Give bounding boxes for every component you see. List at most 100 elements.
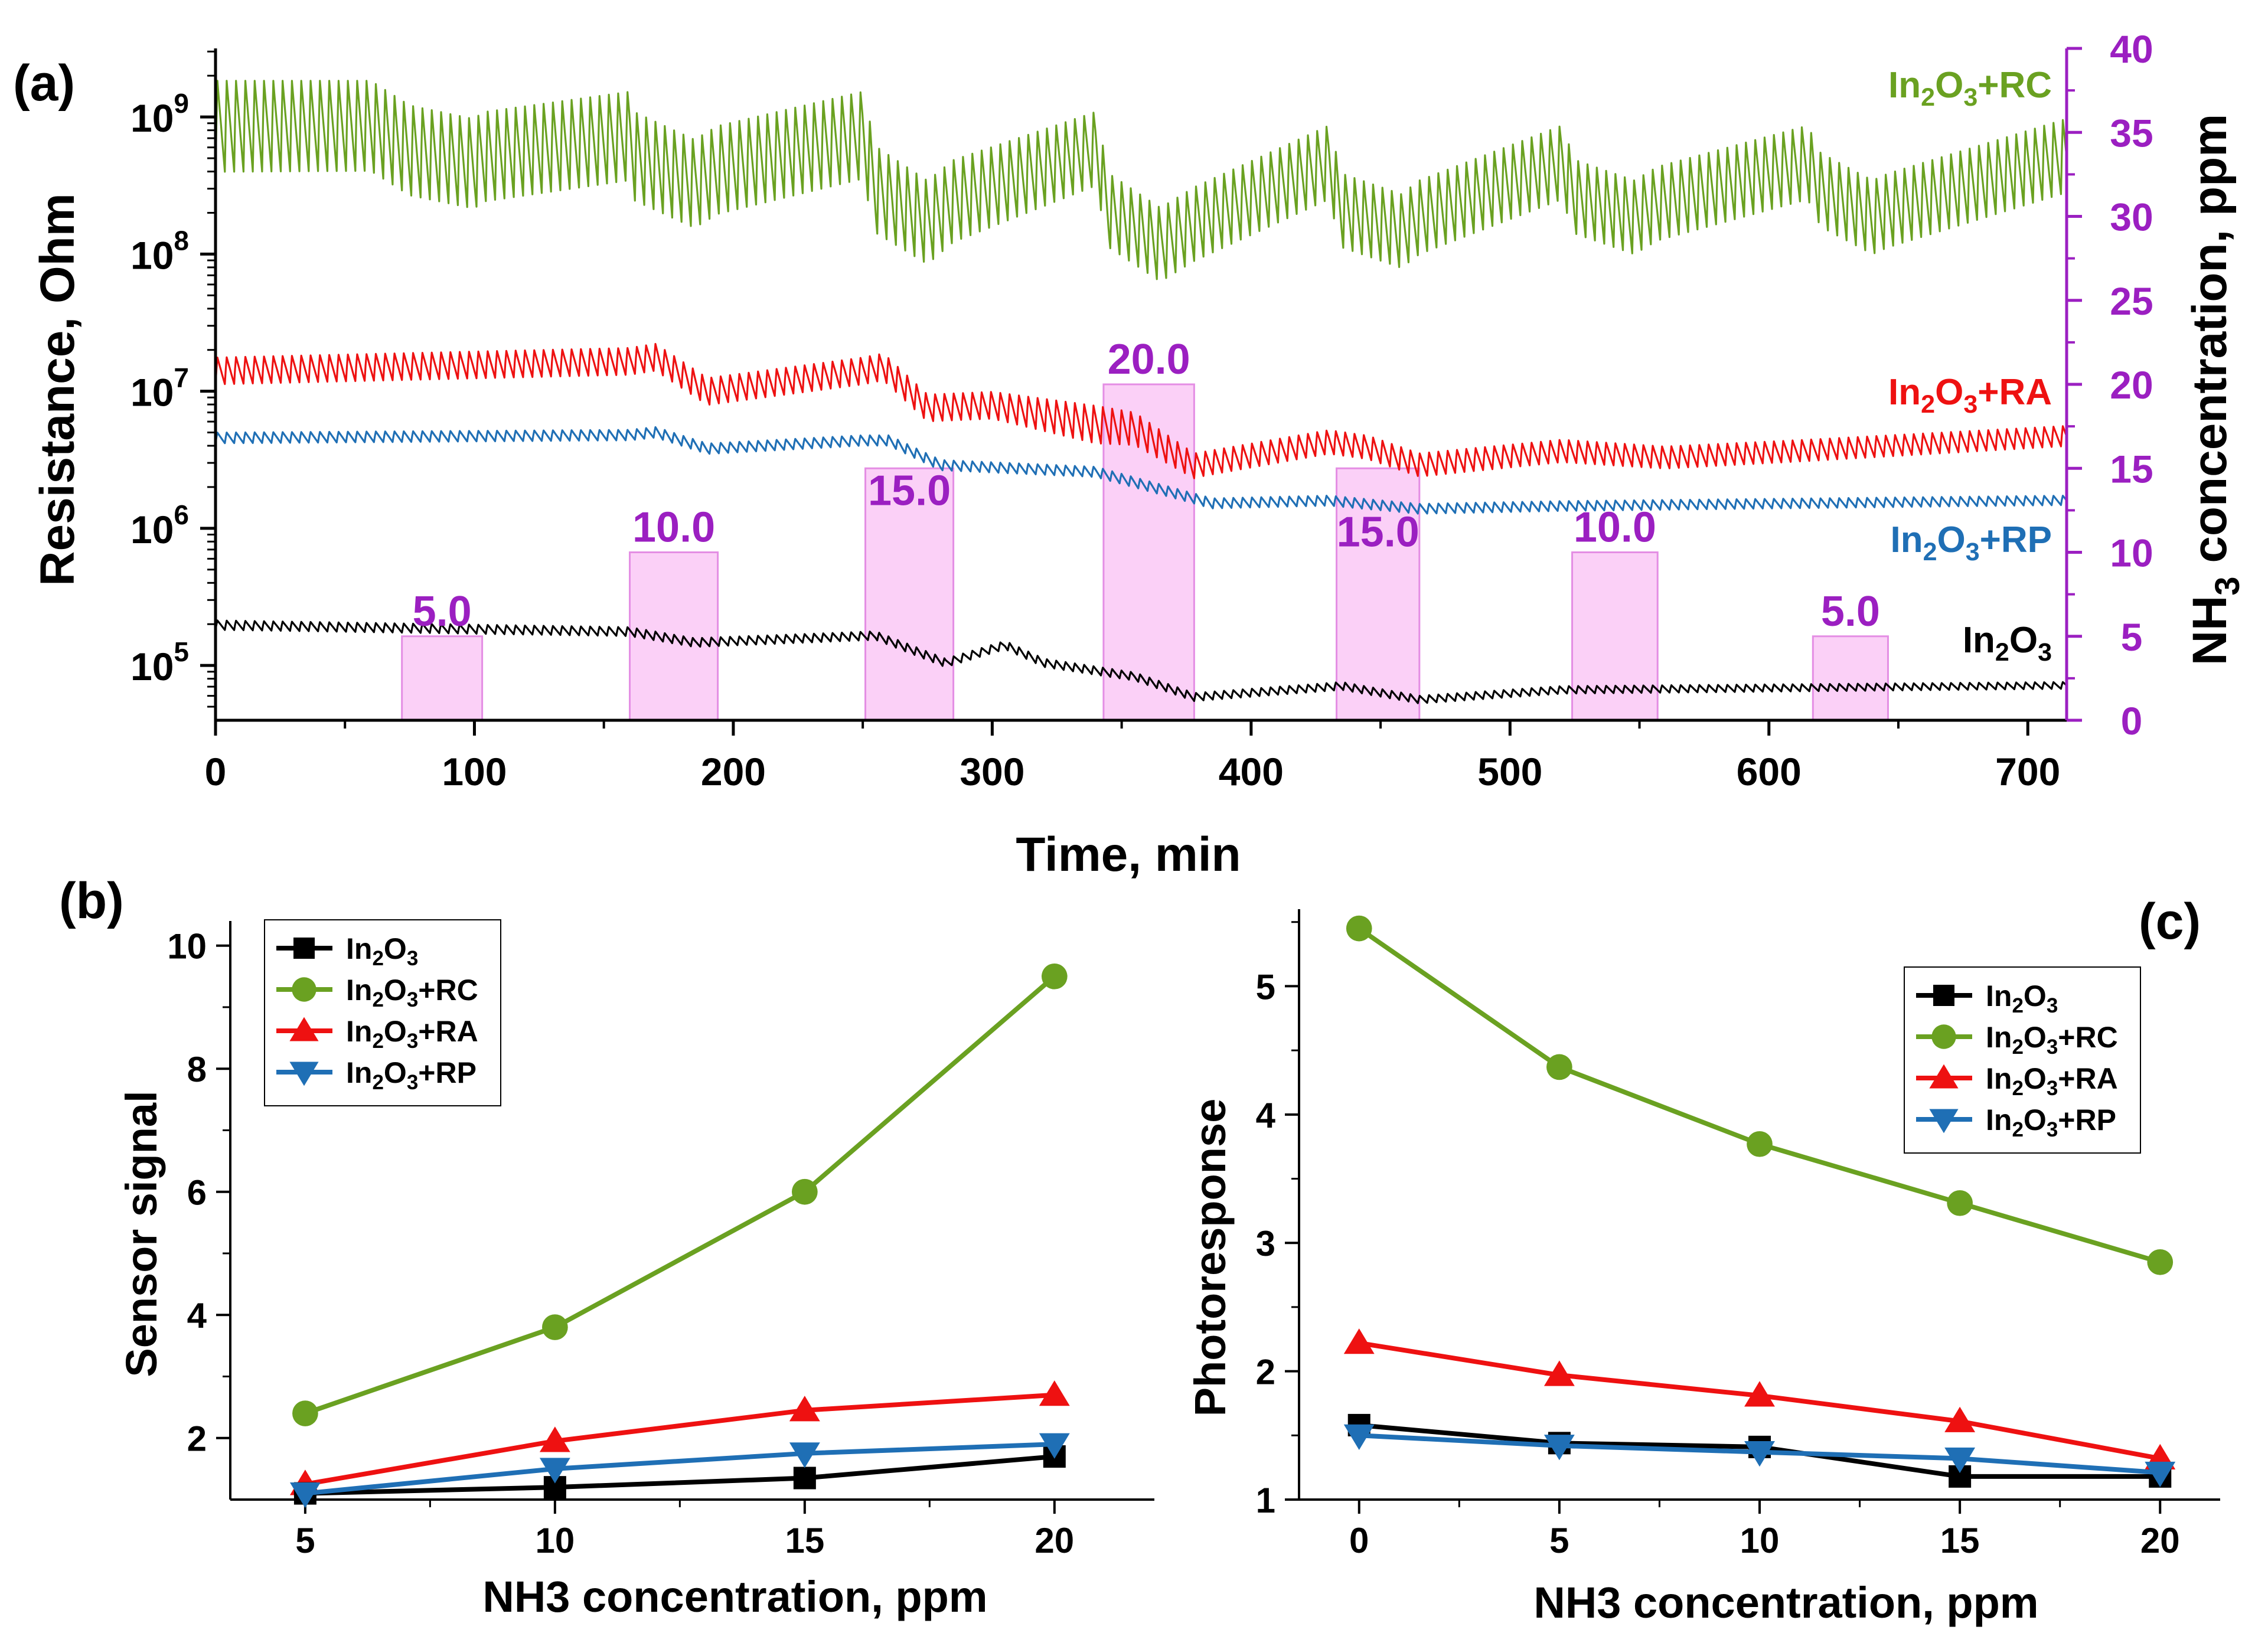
series-label-sub: 3 (2038, 638, 2052, 667)
data-point (1543, 1360, 1575, 1386)
y2-title-sub: 3 (2208, 576, 2247, 595)
y-tick-base: 10 (130, 645, 174, 688)
y-tick-label: 109 (130, 88, 189, 140)
series-label-sub: 2 (1921, 390, 1935, 419)
data-point (2145, 1461, 2176, 1488)
y-tick-base: 10 (130, 233, 174, 277)
series-label-part: In (1963, 620, 1995, 661)
panel-c-x-title: NH3 concentration, ppm (1533, 1578, 2038, 1627)
legend-marker (292, 977, 316, 1002)
series-line (305, 1392, 1055, 1487)
legend-marker (293, 938, 315, 959)
nh3-pulse-label: 15.0 (868, 467, 951, 514)
legend-label-part: In (1986, 979, 2012, 1013)
legend-label-sub: 2 (372, 1030, 383, 1053)
legend-label-part: In (346, 1015, 372, 1048)
x-tick-label: 20 (1035, 1521, 1074, 1560)
y-tick-label: 10 (167, 927, 207, 966)
y-tick-exp: 9 (174, 88, 189, 119)
legend-label-part: +RA (418, 1015, 478, 1048)
legend-marker (289, 1017, 319, 1041)
data-point (1747, 1131, 1773, 1157)
series-label-part: In (1888, 65, 1921, 106)
legend-marker (289, 1062, 319, 1086)
series-label-part: +RC (1977, 65, 2052, 106)
x-tick-label: 100 (442, 750, 507, 793)
data-point (1343, 1424, 1375, 1451)
series-label-sub: 3 (1963, 390, 1977, 419)
legend-label-part: O (2024, 979, 2047, 1013)
series-in2o3-rc-line (214, 80, 2068, 280)
nh3-pulse-label: 10.0 (1574, 504, 1656, 551)
legend-label-sub: 2 (2012, 1036, 2023, 1059)
series-line (304, 974, 1056, 1416)
data-point (791, 1178, 818, 1205)
nh3-pulse-bar (1336, 467, 1421, 721)
data-point (1343, 1328, 1375, 1354)
y-tick-exp: 7 (174, 362, 189, 393)
legend-label-sub: 3 (407, 947, 418, 970)
panel-a-label: (a) (13, 55, 75, 112)
nh3-pulse-label: 5.0 (413, 588, 472, 635)
panel-a-y2-title: NH3 concentration, ppm (2183, 114, 2247, 665)
y2-tick-label: 15 (2110, 447, 2153, 491)
panel-a: (a) 0 100 200 300 400 500 600 70010510610710810… (13, 27, 2247, 881)
panel-c-y-title: Photoresponse (1186, 1099, 1235, 1417)
data-point (789, 1442, 820, 1468)
data-point (292, 1400, 318, 1426)
panel-b-y-title: Sensor signal (117, 1090, 166, 1377)
series-label-part: +RP (1980, 520, 2052, 560)
nh3-pulse-label: 20.0 (1108, 336, 1190, 383)
y2-title-part: NH (2183, 596, 2237, 665)
data-point (1543, 1435, 1575, 1461)
x-tick-label: 5 (295, 1521, 315, 1560)
legend-label: In2O3+RA (346, 1015, 478, 1053)
legend-marker (1929, 1109, 1959, 1134)
y-tick-exp: 5 (174, 636, 189, 667)
legend-label-part: O (2024, 1021, 2047, 1054)
x-tick-label: 500 (1477, 750, 1542, 793)
series-label-part: In (1888, 372, 1921, 413)
nh3-pulse-bar (864, 467, 955, 721)
legend-label-part: +RC (418, 974, 478, 1007)
series-label-part: In (1890, 520, 1923, 560)
y-tick-base: 10 (130, 371, 174, 414)
y-tick-label: 4 (187, 1296, 207, 1335)
y-tick-base: 10 (130, 96, 174, 140)
legend-label-sub: 3 (2047, 1118, 2058, 1141)
legend-label-sub: 2 (2012, 1077, 2023, 1100)
series-label-part: O (1935, 65, 1963, 106)
legend-label-part: In (346, 974, 372, 1007)
y-tick-label: 1 (1256, 1481, 1275, 1520)
x-tick-label: 600 (1737, 750, 1802, 793)
legend-label-sub: 2 (372, 1071, 383, 1094)
x-tick-label: 10 (535, 1521, 575, 1560)
legend-label-part: +RP (418, 1056, 477, 1089)
x-tick-label: 20 (2140, 1521, 2180, 1560)
x-tick-label: 0 (205, 750, 227, 793)
legend-label-sub: 3 (2047, 1036, 2058, 1059)
data-point (793, 1467, 816, 1490)
legend-label-part: In (1986, 1021, 2012, 1054)
series-in2o3-ra-line (214, 342, 2068, 479)
legend-label: In2O3+RA (1986, 1062, 2118, 1100)
y2-tick-label: 40 (2110, 27, 2153, 71)
panel-b-label: (b) (59, 873, 124, 929)
legend-label-part: O (384, 1056, 407, 1089)
y-tick-base: 10 (130, 508, 174, 551)
panel-c-label: (c) (2139, 893, 2201, 950)
data-point (1944, 1447, 1976, 1474)
data-point (1944, 1406, 1976, 1432)
x-tick-label: 15 (785, 1521, 824, 1560)
series-label-part: O (1935, 372, 1963, 413)
series-line (305, 1454, 1055, 1496)
data-point (1041, 963, 1068, 989)
y-tick-label: 105 (130, 636, 189, 688)
y2-tick-label: 5 (2121, 615, 2143, 659)
y-tick-label: 6 (187, 1173, 207, 1213)
y-tick-exp: 6 (174, 499, 189, 530)
